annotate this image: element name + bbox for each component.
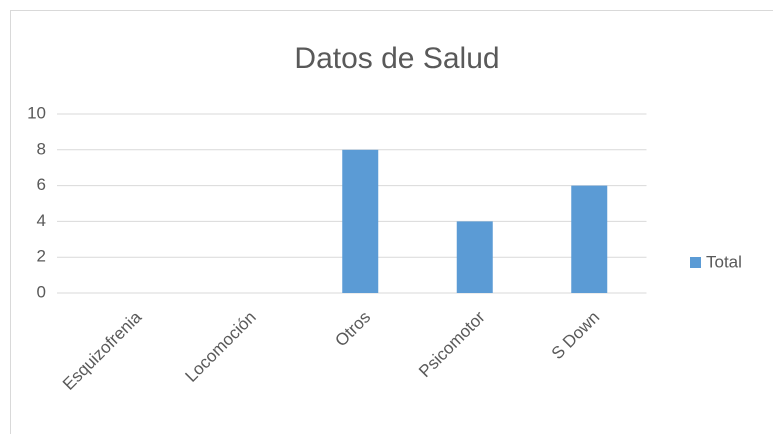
y-tick-label: 8 <box>37 139 46 158</box>
bar <box>571 185 608 293</box>
chart-frame <box>10 10 773 434</box>
legend-swatch <box>690 257 701 268</box>
y-tick-label: 2 <box>37 247 46 266</box>
y-tick-label: 4 <box>37 211 46 230</box>
bar <box>342 149 379 293</box>
y-tick-label: 0 <box>37 282 46 301</box>
legend-label: Total <box>706 252 742 271</box>
bar <box>456 221 493 293</box>
chart-title: Datos de Salud <box>294 42 499 75</box>
y-tick-label: 10 <box>27 103 46 122</box>
y-tick-label: 6 <box>37 175 46 194</box>
